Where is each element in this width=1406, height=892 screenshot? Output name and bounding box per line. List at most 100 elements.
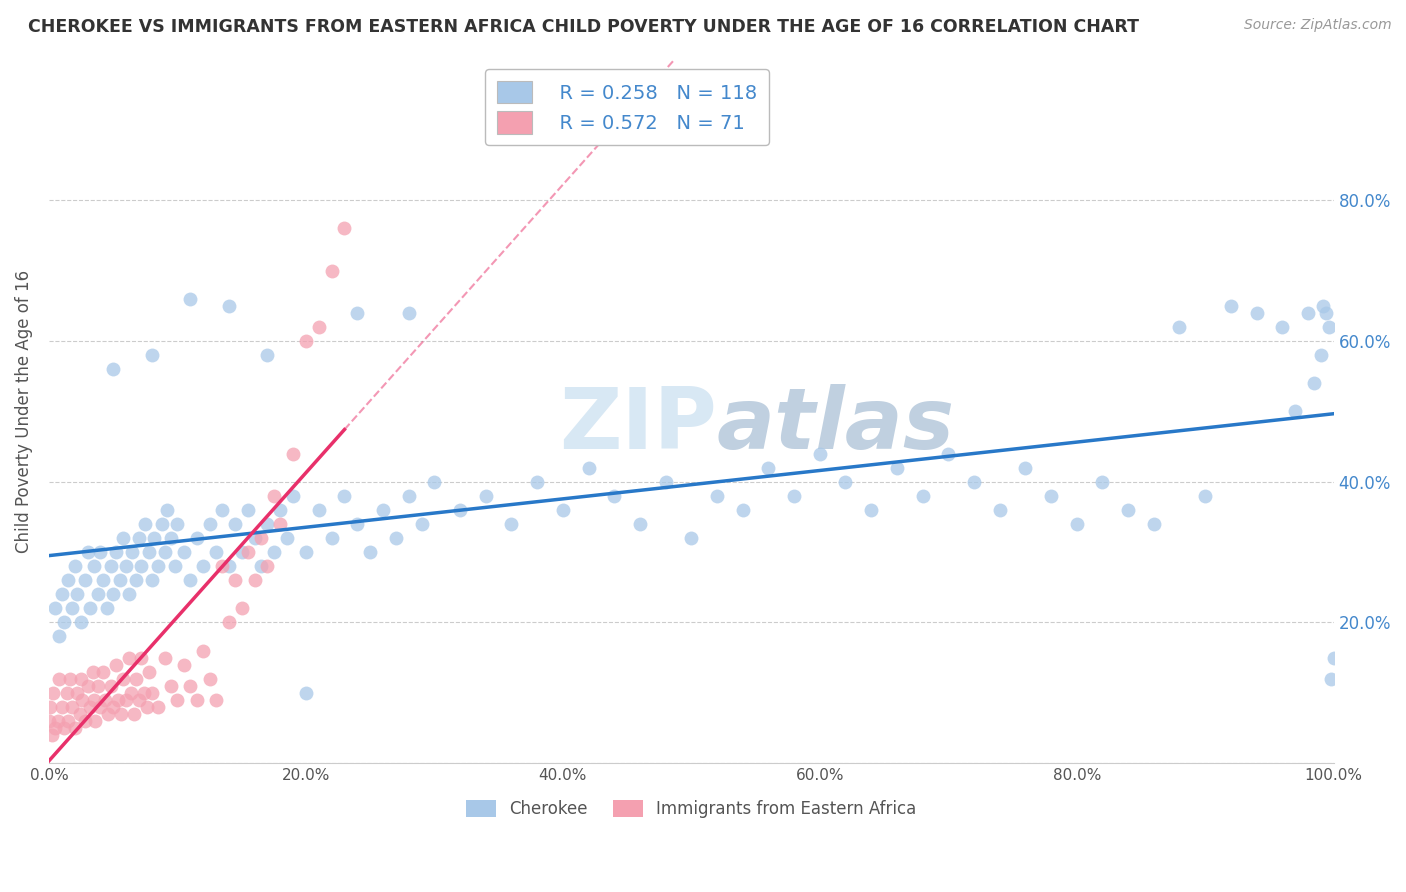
Point <box>141 348 163 362</box>
Point <box>112 531 135 545</box>
Point <box>276 531 298 545</box>
Point <box>308 320 330 334</box>
Point <box>243 531 266 545</box>
Point <box>988 503 1011 517</box>
Point <box>191 559 214 574</box>
Point <box>100 679 122 693</box>
Point <box>134 516 156 531</box>
Point <box>186 531 208 545</box>
Legend: Cherokee, Immigrants from Eastern Africa: Cherokee, Immigrants from Eastern Africa <box>460 794 924 825</box>
Point <box>218 299 240 313</box>
Text: CHEROKEE VS IMMIGRANTS FROM EASTERN AFRICA CHILD POVERTY UNDER THE AGE OF 16 COR: CHEROKEE VS IMMIGRANTS FROM EASTERN AFRI… <box>28 18 1139 36</box>
Point <box>1315 306 1337 320</box>
Point <box>122 706 145 721</box>
Point <box>72 693 94 707</box>
Point <box>963 475 986 489</box>
Point <box>224 573 246 587</box>
Point <box>76 679 98 693</box>
Point <box>1312 299 1334 313</box>
Point <box>321 531 343 545</box>
Point <box>886 460 908 475</box>
Point <box>138 545 160 559</box>
Point <box>179 573 201 587</box>
Y-axis label: Child Poverty Under the Age of 16: Child Poverty Under the Age of 16 <box>15 269 32 553</box>
Point <box>423 475 446 489</box>
Point <box>1309 348 1331 362</box>
Point <box>146 559 169 574</box>
Point <box>91 573 114 587</box>
Point <box>166 693 188 707</box>
Point <box>53 721 76 735</box>
Point <box>911 489 934 503</box>
Point <box>526 475 548 489</box>
Point <box>205 545 228 559</box>
Point <box>359 545 381 559</box>
Point <box>269 516 291 531</box>
Point <box>256 516 278 531</box>
Point <box>141 573 163 587</box>
Point <box>48 672 70 686</box>
Point <box>474 489 496 503</box>
Point <box>48 630 70 644</box>
Point <box>1091 475 1114 489</box>
Point <box>295 334 318 348</box>
Point <box>96 601 118 615</box>
Point <box>84 714 107 728</box>
Point <box>63 559 86 574</box>
Point <box>551 503 574 517</box>
Point <box>39 699 62 714</box>
Point <box>385 531 408 545</box>
Point <box>51 699 73 714</box>
Point <box>1303 376 1326 391</box>
Text: atlas: atlas <box>717 384 955 467</box>
Point <box>58 573 80 587</box>
Point <box>73 714 96 728</box>
Point <box>132 686 155 700</box>
Point <box>371 503 394 517</box>
Point <box>295 545 318 559</box>
Point <box>449 503 471 517</box>
Point <box>783 489 806 503</box>
Point <box>87 587 110 601</box>
Point <box>346 516 368 531</box>
Point <box>115 693 138 707</box>
Point <box>60 601 83 615</box>
Point <box>94 693 117 707</box>
Point <box>263 489 285 503</box>
Point <box>153 545 176 559</box>
Point <box>63 721 86 735</box>
Point <box>83 559 105 574</box>
Point <box>603 489 626 503</box>
Point <box>56 686 79 700</box>
Point <box>60 699 83 714</box>
Point <box>250 559 273 574</box>
Point <box>198 516 221 531</box>
Point <box>281 489 304 503</box>
Point <box>166 516 188 531</box>
Point <box>205 693 228 707</box>
Point <box>76 545 98 559</box>
Point <box>173 545 195 559</box>
Point <box>808 446 831 460</box>
Point <box>1116 503 1139 517</box>
Point <box>53 615 76 630</box>
Point <box>38 714 60 728</box>
Point <box>108 573 131 587</box>
Point <box>79 601 101 615</box>
Point <box>398 489 420 503</box>
Point <box>115 559 138 574</box>
Text: Source: ZipAtlas.com: Source: ZipAtlas.com <box>1244 18 1392 32</box>
Point <box>211 503 233 517</box>
Point <box>141 686 163 700</box>
Point <box>89 545 111 559</box>
Point <box>936 446 959 460</box>
Point <box>58 714 80 728</box>
Point <box>346 306 368 320</box>
Point <box>236 503 259 517</box>
Point <box>231 545 253 559</box>
Point <box>128 693 150 707</box>
Point <box>256 559 278 574</box>
Point <box>103 699 125 714</box>
Point <box>103 362 125 376</box>
Point <box>125 573 148 587</box>
